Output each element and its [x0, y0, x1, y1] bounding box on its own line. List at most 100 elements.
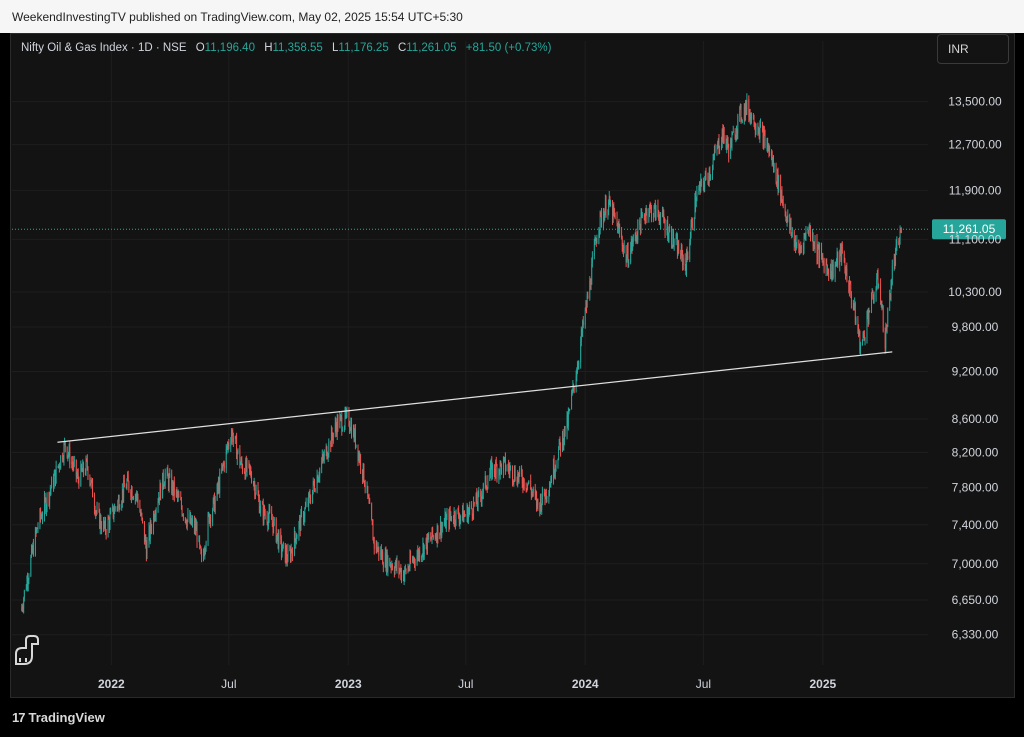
candle-body: [149, 522, 151, 539]
candle-body: [353, 428, 355, 441]
candle-body: [680, 247, 682, 259]
candle-body: [258, 498, 260, 513]
candle-body: [114, 506, 115, 514]
candle-body: [80, 464, 82, 486]
candle-body: [566, 415, 568, 435]
candle-body: [528, 480, 530, 484]
candle-body: [319, 468, 321, 477]
candle-body: [732, 131, 734, 133]
chart-panel[interactable]: [10, 33, 1015, 698]
candle-body: [682, 251, 684, 265]
candle-body: [477, 492, 479, 507]
candle-body: [768, 143, 770, 154]
tradingview-logo[interactable]: 17 TradingView: [12, 710, 105, 725]
candle-body: [390, 565, 392, 568]
candle-body: [723, 127, 724, 142]
candle-body: [305, 506, 306, 509]
candle-body: [467, 512, 469, 522]
candle-body: [640, 213, 642, 234]
candle-body: [564, 426, 565, 441]
candle-body: [686, 251, 688, 257]
candle-body: [104, 520, 106, 527]
candle-body: [504, 457, 506, 458]
candle-body: [682, 258, 684, 265]
candle-body: [87, 467, 89, 477]
candle-body: [662, 210, 663, 216]
currency-button[interactable]: INR: [937, 34, 1009, 64]
candle-body: [498, 469, 500, 479]
candle-body: [527, 483, 528, 490]
candle-body: [504, 457, 506, 471]
candle-body: [445, 517, 447, 529]
dino-icon[interactable]: [15, 635, 39, 665]
candle-body: [577, 366, 578, 374]
candle-body: [408, 567, 410, 570]
candle-body: [132, 497, 134, 500]
candle-body: [814, 239, 816, 248]
candle-body: [836, 261, 837, 264]
candle-body: [430, 538, 432, 540]
candle-body: [702, 180, 704, 186]
candle-body: [195, 523, 197, 531]
candle-body: [589, 280, 591, 299]
candle-body: [689, 242, 691, 259]
candle-body: [785, 211, 787, 218]
candle-body: [300, 511, 302, 531]
candle-body: [209, 515, 211, 523]
candle-body: [623, 248, 624, 252]
candle-body: [62, 459, 64, 461]
candle-body: [453, 520, 454, 522]
candle-body: [431, 527, 433, 539]
candle-body: [318, 476, 320, 479]
candle-body: [655, 205, 657, 220]
candle-body: [532, 492, 534, 494]
x-tick-label: Jul: [458, 677, 473, 691]
candle-body: [766, 143, 768, 146]
candle-body: [358, 453, 360, 462]
candle-body: [691, 218, 693, 226]
candle-body: [881, 304, 883, 308]
candle-body: [578, 362, 580, 366]
last-price-badge: [932, 219, 1006, 240]
candle-body: [539, 505, 541, 512]
candle-body: [690, 225, 692, 238]
candle-body: [834, 264, 836, 278]
candle-body: [703, 185, 705, 189]
candle-body: [873, 296, 875, 303]
candle-body: [103, 521, 105, 527]
candle-body: [275, 518, 277, 542]
candle-body: [140, 513, 142, 516]
candle-body: [63, 443, 65, 460]
candle-body: [339, 416, 341, 428]
support-trendline[interactable]: [57, 351, 893, 443]
candle-body: [822, 256, 824, 261]
candle-body: [405, 569, 407, 573]
candle-body: [573, 384, 574, 387]
candle-body: [805, 232, 807, 236]
candle-body: [627, 247, 628, 259]
candle-body: [889, 293, 891, 309]
candle-body: [340, 415, 341, 417]
candle-body: [31, 547, 33, 553]
candle-body: [137, 497, 139, 506]
candle-body: [544, 495, 546, 500]
candle-body: [680, 253, 682, 259]
candle-body: [114, 506, 116, 509]
candle-body: [49, 490, 51, 493]
candle-body: [390, 565, 391, 567]
candle-body: [95, 511, 97, 515]
candle-body: [721, 142, 722, 150]
candle-body: [177, 494, 179, 498]
candle-body: [139, 505, 141, 513]
candle-body: [223, 462, 225, 466]
candle-body: [769, 151, 770, 154]
candle-body: [325, 446, 327, 453]
candle-body: [60, 455, 62, 468]
candle-body: [239, 448, 241, 466]
candle-body: [182, 514, 184, 518]
candle-body: [607, 210, 609, 217]
candle-body: [862, 332, 864, 340]
candle-body: [781, 190, 783, 201]
candle-body: [500, 461, 502, 464]
